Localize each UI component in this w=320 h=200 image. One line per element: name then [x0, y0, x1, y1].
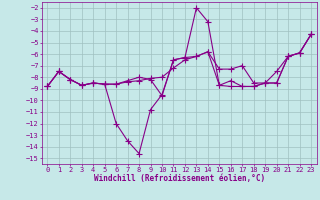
X-axis label: Windchill (Refroidissement éolien,°C): Windchill (Refroidissement éolien,°C) — [94, 174, 265, 183]
